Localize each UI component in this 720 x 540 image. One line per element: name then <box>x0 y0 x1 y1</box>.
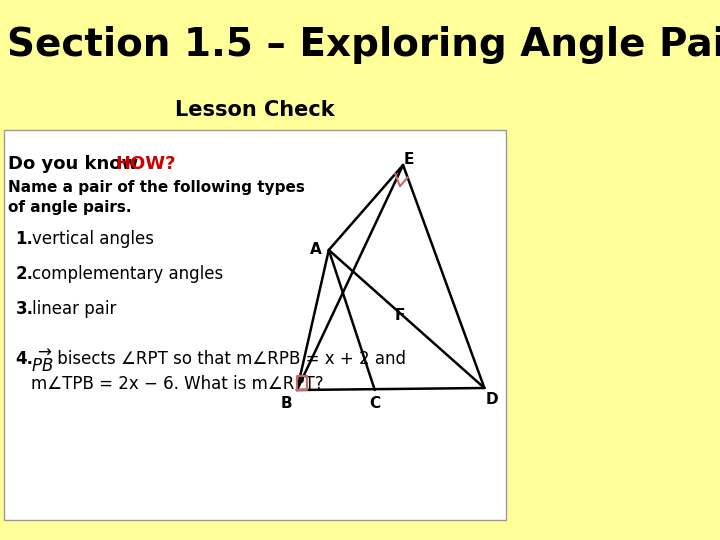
Text: A: A <box>310 242 322 258</box>
Text: Lesson Check: Lesson Check <box>175 100 334 120</box>
Text: m∠TPB = 2x − 6. What is m∠RPT?: m∠TPB = 2x − 6. What is m∠RPT? <box>31 375 324 393</box>
Text: of angle pairs.: of angle pairs. <box>9 200 132 215</box>
Text: F: F <box>395 307 405 322</box>
FancyBboxPatch shape <box>4 130 505 520</box>
Text: C: C <box>369 396 380 411</box>
Text: linear pair: linear pair <box>32 300 116 318</box>
Text: D: D <box>485 393 498 408</box>
Text: Name a pair of the following types: Name a pair of the following types <box>9 180 305 195</box>
Text: B: B <box>281 396 292 411</box>
Text: 4.: 4. <box>16 350 34 368</box>
Text: 1.: 1. <box>16 230 33 248</box>
Text: E: E <box>403 152 414 167</box>
Text: complementary angles: complementary angles <box>32 265 223 283</box>
Text: vertical angles: vertical angles <box>32 230 154 248</box>
Text: HOW?: HOW? <box>115 155 176 173</box>
Text: 2.: 2. <box>16 265 34 283</box>
Text: bisects ∠RPT so that m∠RPB = x + 2 and: bisects ∠RPT so that m∠RPB = x + 2 and <box>53 350 406 368</box>
Text: Do you know: Do you know <box>9 155 145 173</box>
Text: 3.: 3. <box>16 300 34 318</box>
Text: $\overrightarrow{PB}$: $\overrightarrow{PB}$ <box>31 350 53 376</box>
Text: Section 1.5 – Exploring Angle Pairs: Section 1.5 – Exploring Angle Pairs <box>7 26 720 64</box>
